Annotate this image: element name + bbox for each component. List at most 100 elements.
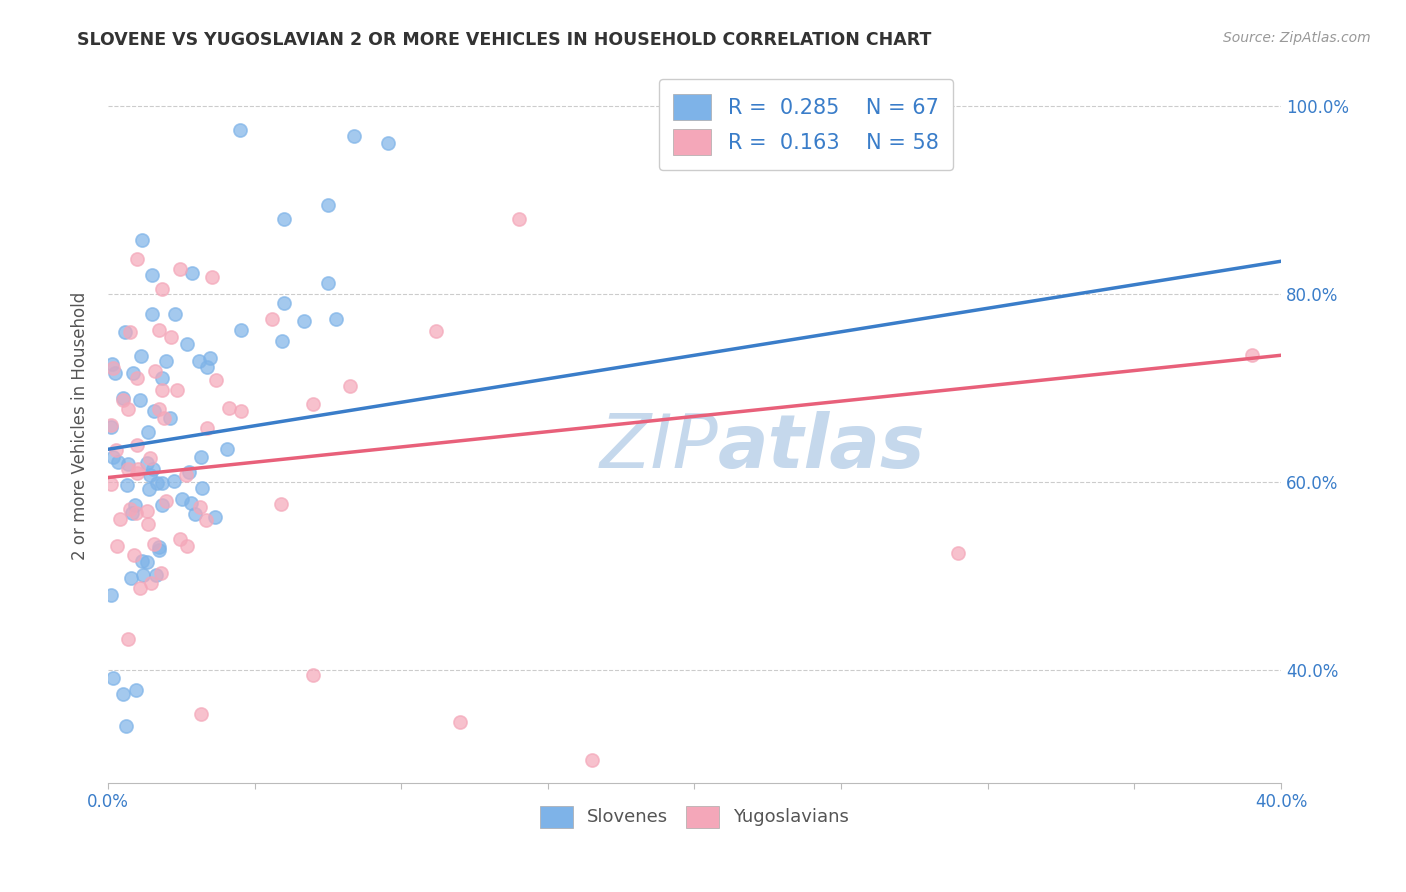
Point [100, 417, 122, 432]
Point [270, 497, 292, 511]
Point [124, 499, 146, 513]
Point [100, 588, 122, 602]
Point [184, 507, 207, 521]
Point [170, 492, 193, 507]
Point [101, 357, 124, 371]
Point [129, 393, 152, 408]
Point [169, 262, 191, 277]
Point [115, 477, 138, 491]
Point [142, 537, 165, 551]
Point [166, 383, 188, 397]
Point [120, 571, 142, 585]
Point [129, 581, 152, 595]
Point [150, 566, 173, 581]
Point [105, 540, 128, 554]
Point [148, 540, 170, 554]
Point [188, 500, 211, 514]
Point [339, 379, 361, 393]
Point [108, 512, 131, 526]
Point [141, 575, 163, 590]
Point [316, 277, 339, 291]
Point [136, 517, 159, 532]
Point [120, 325, 142, 339]
Point [190, 707, 212, 722]
Point [150, 384, 173, 398]
Point [111, 391, 134, 405]
Point [204, 509, 226, 524]
Point [122, 366, 145, 380]
Point [187, 353, 209, 368]
Text: ZIP: ZIP [599, 411, 718, 483]
Point [177, 465, 200, 479]
Point [111, 392, 134, 407]
Point [100, 420, 122, 434]
Point [142, 462, 165, 476]
Point [508, 211, 530, 226]
Point [114, 325, 136, 339]
Point [145, 568, 167, 582]
Point [117, 461, 139, 475]
Point [148, 542, 170, 557]
Point [169, 532, 191, 546]
Point [132, 567, 155, 582]
Point [231, 404, 253, 418]
Point [316, 198, 339, 212]
Point [124, 682, 146, 697]
Point [136, 555, 159, 569]
Point [159, 410, 181, 425]
Point [136, 425, 159, 439]
Point [146, 476, 169, 491]
Text: SLOVENE VS YUGOSLAVIAN 2 OR MORE VEHICLES IN HOUSEHOLD CORRELATION CHART: SLOVENE VS YUGOSLAVIAN 2 OR MORE VEHICLE… [77, 31, 932, 49]
Point [155, 494, 177, 508]
Point [191, 481, 214, 495]
Point [117, 457, 139, 471]
Legend: Slovenes, Yugoslavians: Slovenes, Yugoslavians [533, 798, 856, 835]
Point [111, 687, 134, 701]
Point [117, 632, 139, 646]
Point [141, 307, 163, 321]
Point [377, 136, 399, 151]
Point [195, 421, 218, 435]
Point [449, 714, 471, 729]
Point [273, 212, 295, 227]
Point [143, 364, 166, 378]
Point [148, 323, 170, 337]
Point [163, 475, 186, 489]
Point [143, 404, 166, 418]
Point [165, 307, 187, 321]
Point [302, 668, 325, 682]
Point [136, 456, 159, 470]
Point [155, 354, 177, 368]
Point [104, 367, 127, 381]
Point [101, 671, 124, 685]
Point [121, 506, 143, 520]
Point [302, 397, 325, 411]
Point [231, 324, 253, 338]
Point [262, 311, 284, 326]
Point [1240, 348, 1263, 362]
Point [101, 360, 124, 375]
Y-axis label: 2 or more Vehicles in Household: 2 or more Vehicles in Household [72, 292, 89, 560]
Point [270, 334, 292, 348]
Point [201, 270, 224, 285]
Point [948, 546, 970, 560]
Point [114, 719, 136, 733]
Point [190, 450, 212, 465]
Point [139, 451, 162, 466]
Point [229, 122, 252, 136]
Point [425, 324, 447, 338]
Point [152, 370, 174, 384]
Point [131, 233, 153, 247]
Point [107, 455, 129, 469]
Point [127, 467, 149, 481]
Point [198, 351, 221, 365]
Point [343, 128, 366, 143]
Point [160, 329, 183, 343]
Point [176, 337, 198, 351]
Point [217, 442, 239, 456]
Point [581, 753, 603, 767]
Point [139, 468, 162, 483]
Point [152, 410, 174, 425]
Text: Source: ZipAtlas.com: Source: ZipAtlas.com [1223, 31, 1371, 45]
Point [124, 506, 146, 520]
